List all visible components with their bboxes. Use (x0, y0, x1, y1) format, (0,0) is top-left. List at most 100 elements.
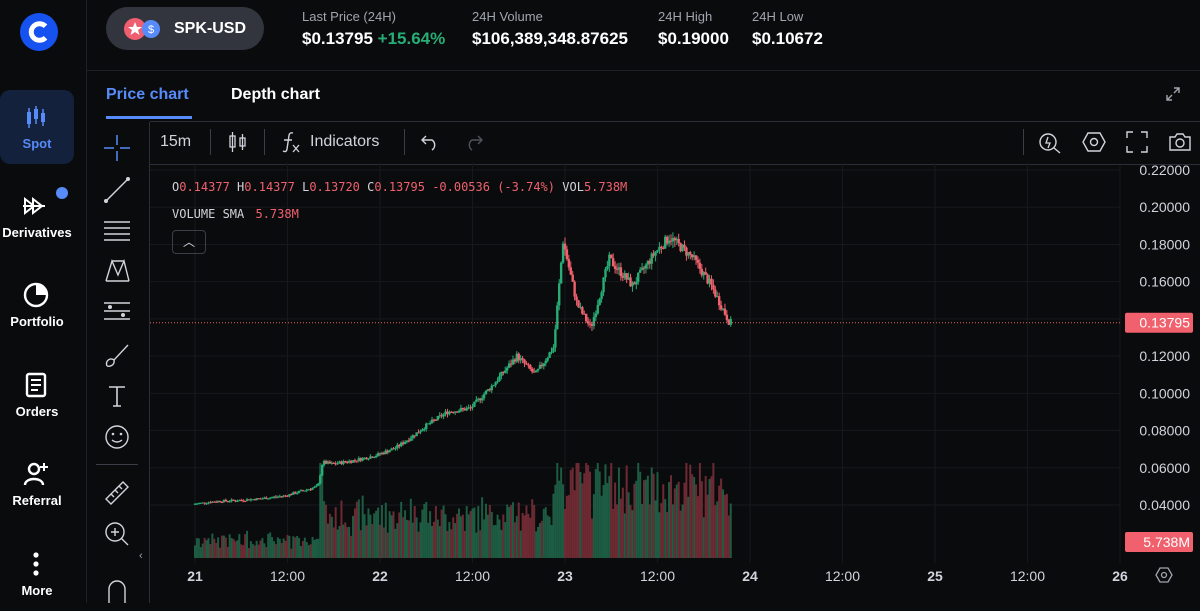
pattern-icon[interactable] (103, 257, 131, 285)
volume-bar (668, 482, 671, 558)
volume-bar (720, 478, 723, 558)
price-axis[interactable]: 0.220000.200000.180000.160000.140000.120… (1125, 163, 1193, 552)
candle-body (540, 364, 544, 367)
volume-bar (590, 518, 593, 558)
camera-icon[interactable] (1168, 131, 1192, 153)
magnet-icon[interactable] (103, 575, 131, 603)
candle-body (581, 307, 584, 314)
volume-bar (346, 527, 349, 558)
candle-body (727, 319, 731, 325)
volume-bar (294, 537, 297, 558)
candle-body (251, 499, 255, 501)
nav-more[interactable]: More (0, 537, 74, 611)
volume-bar (565, 495, 568, 558)
volume-bar (423, 503, 426, 558)
candle-body (546, 357, 549, 361)
candle-body (268, 497, 272, 499)
volume-bar (209, 544, 212, 558)
candle-body (611, 258, 615, 267)
trend-line-icon[interactable] (103, 176, 131, 204)
fullscreen-icon[interactable] (1126, 131, 1148, 153)
open-label: O (172, 180, 180, 194)
undo-icon[interactable] (420, 133, 440, 151)
candle-body (717, 296, 721, 306)
time-tick-label: 24 (742, 568, 758, 584)
candle-body (683, 244, 686, 248)
zoom-in-icon[interactable] (103, 520, 131, 548)
candle-body (278, 496, 281, 498)
nav-portfolio[interactable]: Portfolio (0, 268, 74, 342)
redo-icon[interactable] (464, 133, 484, 151)
volume-bar (355, 501, 358, 558)
candle-body (261, 498, 264, 500)
volume-bar (379, 524, 381, 558)
candle-type-icon[interactable] (228, 131, 248, 153)
expand-icon[interactable] (1166, 87, 1180, 101)
tab-depth-chart[interactable]: Depth chart (231, 86, 320, 103)
text-icon[interactable] (103, 382, 131, 410)
volume-bar (635, 480, 638, 558)
brush-icon[interactable] (103, 341, 131, 369)
alert-icon[interactable] (1038, 130, 1062, 154)
volume-bar (515, 516, 518, 558)
candle-body (340, 461, 343, 465)
price-tick-label: 0.10000 (1139, 385, 1190, 401)
horizontal-lines-icon[interactable] (103, 216, 131, 244)
volume-bar (523, 515, 526, 558)
price-tick-label: 0.08000 (1139, 423, 1190, 439)
token-pair-icon: $ (124, 18, 160, 40)
settings-icon[interactable] (1082, 130, 1106, 154)
nav-derivatives[interactable]: Derivatives (0, 179, 74, 253)
collapse-legend-button[interactable]: ︿ (172, 230, 206, 254)
emoji-icon[interactable] (103, 423, 131, 451)
pair-selector[interactable]: $ SPK-USD (106, 7, 264, 50)
volume-bar (471, 508, 474, 558)
volume-bar (292, 536, 295, 558)
axis-settings-icon[interactable] (1155, 566, 1173, 584)
candle-body (608, 254, 611, 267)
volume-bar (729, 503, 732, 558)
candle-body (615, 268, 619, 270)
crosshair-icon[interactable] (103, 134, 131, 162)
candle-body (199, 502, 202, 504)
time-tick-label: 12:00 (1010, 568, 1045, 584)
candle-body (434, 419, 438, 421)
volume-bar (255, 540, 258, 558)
volume-bar (432, 521, 435, 558)
nav-orders[interactable]: Orders (0, 358, 74, 432)
candle-body (536, 368, 540, 371)
volume-bar (405, 519, 408, 558)
candle-body (353, 460, 357, 462)
volume-bar (606, 483, 609, 558)
ruler-icon[interactable] (103, 479, 131, 507)
volume-bar (434, 506, 437, 558)
volume-bar (278, 538, 281, 558)
time-axis[interactable]: 21 12:00 22 12:00 23 12:00 24 12:00 25 12:00 26 (187, 568, 1128, 584)
tab-price-chart[interactable]: Price chart (106, 86, 189, 103)
nav-referral[interactable]: Referral (0, 447, 74, 521)
volume-bar (338, 525, 341, 558)
price-chart[interactable]: 0.220000.200000.180000.160000.140000.120… (150, 163, 1200, 603)
volume-bar (215, 542, 218, 558)
candle-body (531, 368, 534, 372)
volume-bar (326, 523, 329, 558)
time-tick-label: 23 (557, 568, 573, 584)
nav-spot[interactable]: Spot (0, 90, 74, 164)
arrows-icon (23, 196, 45, 216)
coinbase-logo[interactable] (20, 13, 58, 51)
collapse-tools-icon[interactable]: ‹ (139, 550, 143, 562)
interval-selector[interactable]: 15m (160, 133, 192, 150)
volume-bar (461, 514, 464, 558)
candle-body (228, 501, 231, 503)
candle-body (326, 461, 330, 464)
volume-bar (321, 466, 324, 558)
fib-icon[interactable] (103, 299, 131, 327)
candle-body (502, 371, 505, 373)
candle-body (349, 460, 353, 463)
candle-body (265, 497, 268, 500)
volume-bar (602, 485, 605, 558)
candle-body (428, 423, 432, 425)
pair-name: SPK-USD (174, 20, 247, 37)
candle-body (494, 382, 497, 386)
candle-body (714, 289, 717, 297)
